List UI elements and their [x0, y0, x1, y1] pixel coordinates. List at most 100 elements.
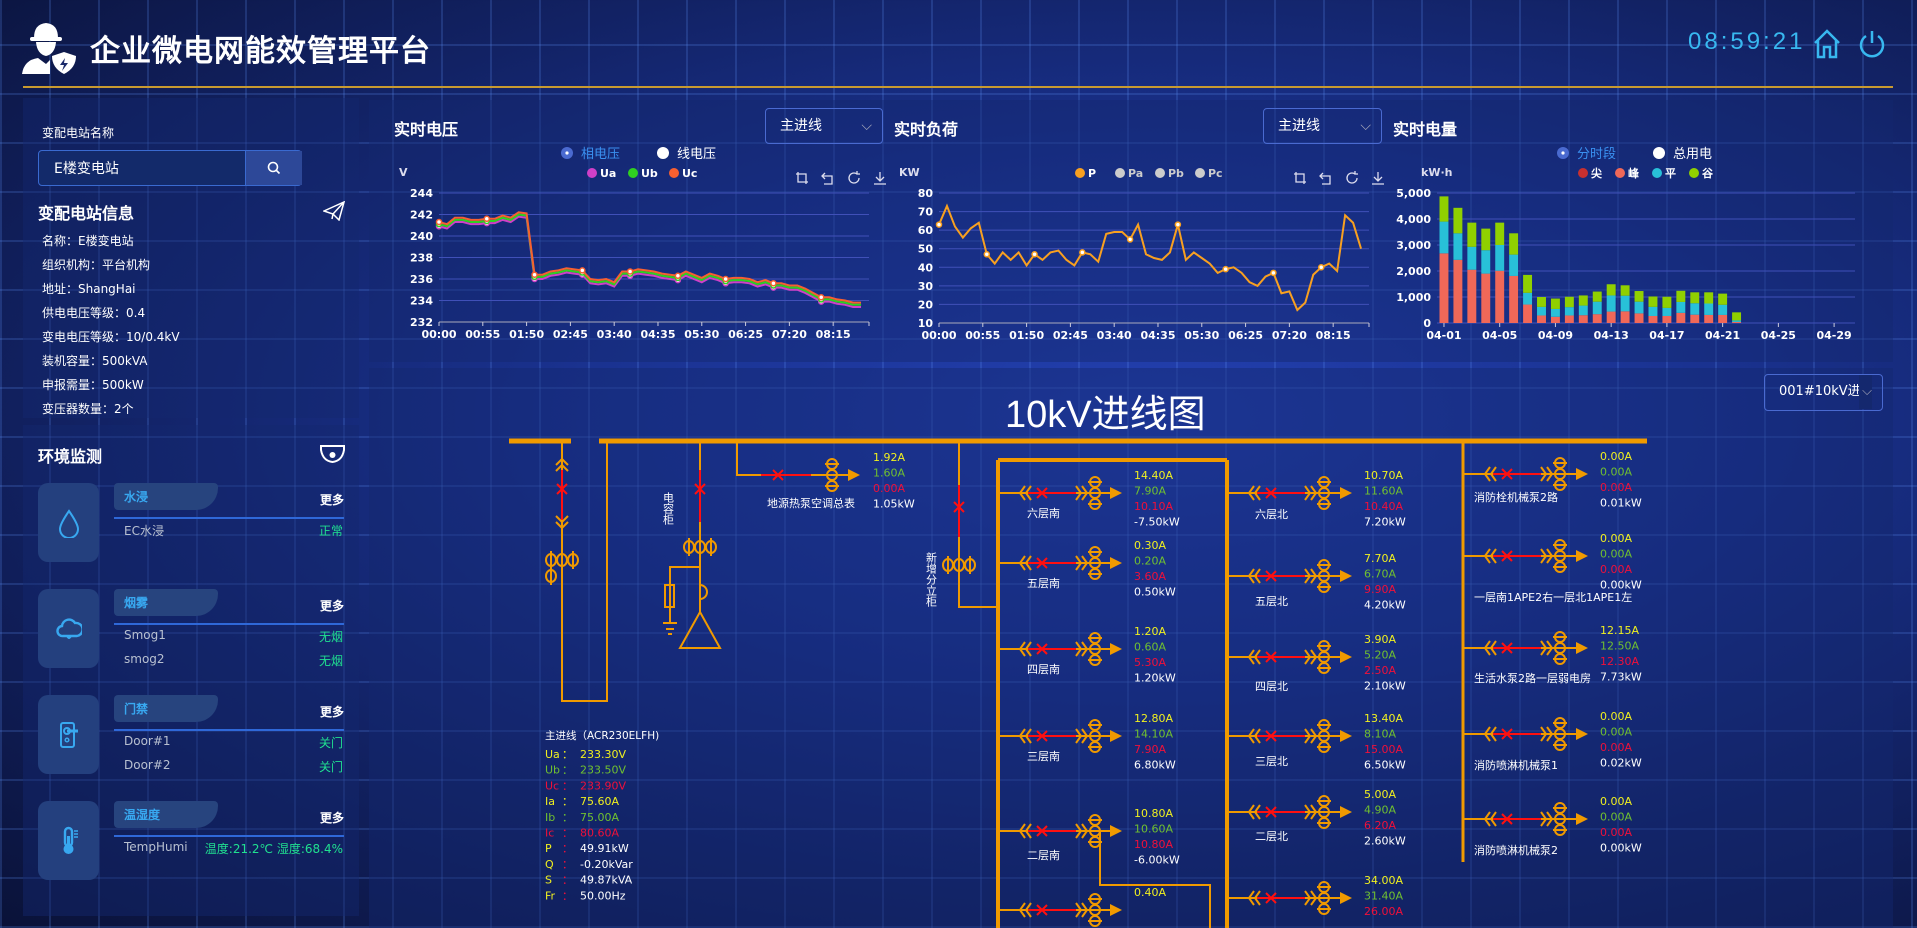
station-input[interactable] — [39, 151, 245, 185]
mode-radio-dot — [1561, 151, 1565, 155]
reading-key: Uc — [545, 779, 559, 792]
breaker-open-x-icon — [1501, 468, 1513, 480]
feeder-name: 消防栓机械泵2路 — [1474, 490, 1558, 504]
reading-p: 7.73kW — [1600, 671, 1642, 684]
diagram-title: 10kV进线图 — [1005, 394, 1206, 436]
sensor-name: smog2 — [124, 652, 165, 666]
reading-ia: 1.20A — [1134, 625, 1166, 638]
breaker-open-x-icon — [1501, 550, 1513, 562]
bar-平-04-08 — [1537, 306, 1546, 316]
disconnector-chevron-icon — [1075, 555, 1089, 571]
reading-separator: ： — [562, 748, 573, 761]
disconnector-chevron-icon — [1483, 726, 1497, 742]
y-tick-label: 4,000 — [1396, 213, 1431, 226]
reading-ia: 0.40A — [1134, 886, 1166, 899]
reading-key: Fr — [545, 889, 556, 902]
bar-平-04-06 — [1509, 254, 1519, 276]
reading-p: 7.20kW — [1364, 516, 1406, 529]
smoke-cloud-icon — [55, 617, 82, 639]
load-arrow-icon — [1110, 730, 1122, 742]
load-arrow-icon — [1110, 643, 1122, 655]
feeder-name: 四层南 — [1027, 663, 1060, 676]
y-tick-label: 70 — [918, 206, 934, 219]
breaker-open-x-icon — [1265, 892, 1277, 904]
camera-icon[interactable] — [320, 444, 345, 464]
sensor-status: 关门 — [318, 736, 343, 750]
feeder-name: 五层南 — [1027, 577, 1060, 590]
incoming-meter-title: 主进线（ACR230ELFH) — [545, 729, 659, 742]
bar-平-04-07 — [1523, 292, 1533, 305]
search-button[interactable] — [245, 151, 302, 185]
load-line-select[interactable]: 主进线 ⌵ — [1263, 108, 1382, 144]
bar-谷-04-21 — [1718, 293, 1728, 305]
zoom-reset-icon-path — [1319, 172, 1331, 185]
bar-峰-04-16 — [1648, 315, 1658, 323]
breaker-open-x-icon — [1501, 728, 1513, 740]
home-icon[interactable] — [1812, 28, 1842, 60]
sensor-card-icon-box — [38, 801, 99, 880]
download-icon-path — [1372, 172, 1384, 185]
y-tick-label: 60 — [918, 224, 934, 237]
legend-label: Uc — [682, 167, 697, 180]
load-arrow-icon — [1340, 892, 1352, 904]
x-tick-label: 04-21 — [1705, 329, 1740, 342]
feeder-select[interactable]: 001#10kV进 ⌵ — [1764, 374, 1883, 411]
reading-ib: 8.10A — [1364, 728, 1396, 741]
reading-ib: 6.70A — [1364, 568, 1396, 581]
voltage-line-select[interactable]: 主进线 ⌵ — [765, 108, 883, 144]
bar-峰-04-22 — [1732, 321, 1742, 323]
send-icon[interactable] — [323, 201, 345, 221]
bar-平-04-12 — [1592, 301, 1602, 315]
more-link[interactable]: 更多 — [320, 599, 345, 613]
bar-谷-04-05 — [1495, 222, 1505, 245]
bar-平-04-13 — [1606, 295, 1616, 312]
reading-p: 1.05kW — [873, 498, 915, 511]
bar-平-04-14 — [1620, 295, 1630, 312]
legend-label: Pa — [1128, 167, 1143, 180]
reading-key: Ua — [545, 748, 560, 761]
legend-marker — [1075, 168, 1085, 178]
y-tick-label: 238 — [410, 252, 433, 265]
restore-icon[interactable] — [848, 171, 860, 184]
load-arrow-icon — [1340, 487, 1352, 499]
breaker-open-x-icon — [1036, 643, 1048, 655]
power-icon[interactable] — [1857, 28, 1887, 60]
sensor-status: 无烟 — [318, 630, 343, 644]
download-icon[interactable] — [1372, 172, 1384, 185]
disconnector-chevron-icon — [1304, 568, 1318, 584]
y-tick-label: 234 — [410, 295, 433, 308]
disconnector-chevron-icon — [1304, 485, 1318, 501]
download-icon[interactable] — [874, 172, 886, 185]
disconnector-chevron-icon — [1483, 548, 1497, 564]
zoom-reset-icon[interactable] — [821, 172, 833, 185]
bar-平-04-19 — [1690, 303, 1700, 315]
reading-ic: 9.90A — [1364, 583, 1396, 596]
feeder-name: 生活水泵2路一层弱电房 — [1474, 671, 1591, 685]
restore-icon[interactable] — [1346, 171, 1358, 184]
y-tick-label: 242 — [410, 209, 433, 222]
bar-谷-04-03 — [1467, 222, 1477, 247]
bar-平-04-18 — [1676, 301, 1686, 313]
more-link[interactable]: 更多 — [320, 705, 345, 719]
x-tick-label: 00:00 — [921, 329, 956, 342]
more-link[interactable]: 更多 — [320, 493, 345, 507]
zoom-icon[interactable] — [796, 172, 808, 184]
zoom-icon[interactable] — [1294, 172, 1306, 184]
reading-ib: 31.40A — [1364, 890, 1403, 903]
x-tick-label: 06:25 — [728, 328, 763, 341]
sensor-status: 无烟 — [318, 654, 343, 668]
voltage-chart-title: 实时电压 — [394, 120, 459, 139]
legend-marker — [1155, 168, 1165, 178]
station-name-label: 变配电站名称 — [42, 126, 115, 140]
breaker-open-x-icon — [1265, 487, 1277, 499]
more-link[interactable]: 更多 — [320, 811, 345, 825]
y-tick-label: 2,000 — [1396, 265, 1431, 278]
load-arrow-icon — [848, 469, 860, 481]
mode-option-active: 相电压 — [581, 147, 620, 162]
reading-ib: 14.10A — [1134, 728, 1173, 741]
thermometer-icon — [63, 826, 78, 854]
zoom-reset-icon[interactable] — [1319, 172, 1331, 185]
load-arrow-icon — [1340, 730, 1352, 742]
feeder-name: 二层南 — [1027, 849, 1060, 862]
station-info-line: 组织机构：平台机构 — [42, 258, 151, 272]
